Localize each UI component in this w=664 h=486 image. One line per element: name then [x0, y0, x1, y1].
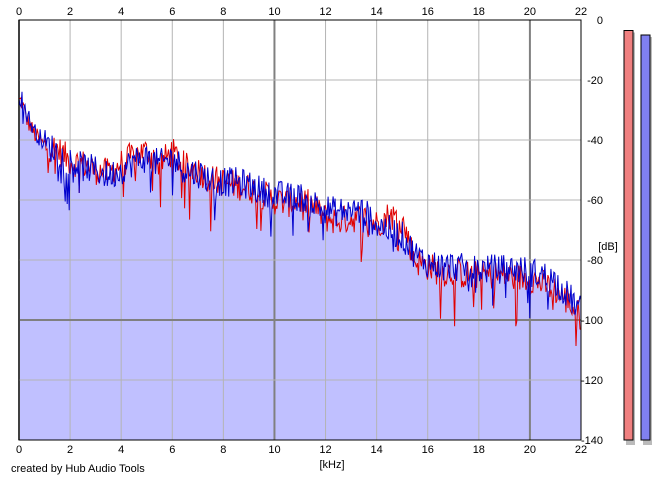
x-tick-label-bottom-4: 4	[118, 444, 124, 456]
x-tick-label-bottom-22: 22	[575, 444, 587, 456]
y-tick-label-40: -40	[587, 135, 603, 147]
y-tick-label-100: -100	[581, 315, 603, 327]
x-tick-label-bottom-20: 20	[524, 444, 536, 456]
x-tick-label-top-20: 20	[524, 6, 536, 18]
x-tick-label-top-22: 22	[575, 6, 587, 18]
x-tick-label-top-16: 16	[422, 6, 434, 18]
series-line-2	[18, 91, 582, 319]
x-tick-label-bottom-0: 0	[16, 444, 22, 456]
y-tick-label-120: -120	[581, 375, 603, 387]
x-tick-label-bottom-8: 8	[220, 444, 226, 456]
plot-frame	[18, 19, 582, 441]
y-tick-label-140: -140	[581, 435, 603, 447]
x-tick-label-top-4: 4	[118, 6, 124, 18]
y-tick-label-20: -20	[587, 75, 603, 87]
x-tick-label-top-0: 0	[16, 6, 22, 18]
spectrum-fill-area	[19, 91, 581, 441]
y-tick-label-60: -60	[587, 195, 603, 207]
x-tick-label-top-8: 8	[220, 6, 226, 18]
x-tick-label-bottom-14: 14	[371, 444, 383, 456]
x-tick-label-bottom-6: 6	[169, 444, 175, 456]
x-axis-label: [kHz]	[319, 459, 344, 471]
x-tick-label-top-2: 2	[67, 6, 73, 18]
x-tick-label-top-18: 18	[473, 6, 485, 18]
y-tick-label-0: 0	[597, 15, 603, 27]
level-meter-1	[623, 30, 634, 441]
x-tick-label-bottom-18: 18	[473, 444, 485, 456]
credit-text: created by Hub Audio Tools	[11, 463, 145, 475]
x-tick-label-top-12: 12	[319, 6, 331, 18]
x-tick-label-bottom-12: 12	[319, 444, 331, 456]
x-tick-label-top-14: 14	[371, 6, 383, 18]
x-tick-label-bottom-10: 10	[268, 444, 280, 456]
x-tick-label-top-10: 10	[268, 6, 280, 18]
y-axis-label: [dB]	[598, 241, 618, 253]
y-tick-label-80: -80	[587, 255, 603, 267]
level-meter-2	[640, 34, 651, 441]
x-tick-label-bottom-2: 2	[67, 444, 73, 456]
x-tick-label-top-6: 6	[169, 6, 175, 18]
x-tick-label-bottom-16: 16	[422, 444, 434, 456]
